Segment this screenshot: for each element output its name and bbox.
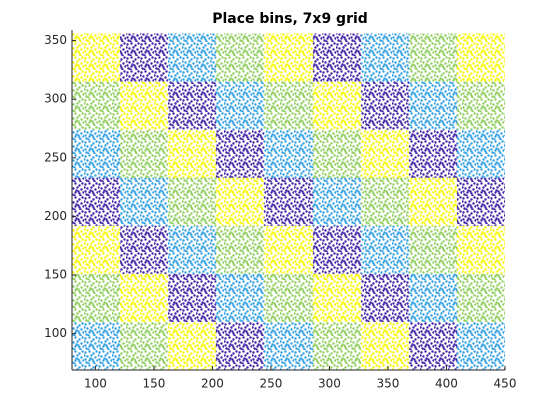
bin-cell: [263, 225, 314, 274]
bin-cell: [215, 321, 264, 370]
bin-cell: [215, 177, 264, 226]
bin-cell: [361, 129, 410, 178]
bin-cell: [457, 273, 505, 322]
bin-cell: [457, 81, 505, 130]
bin-cell: [72, 273, 120, 322]
bin-cell: [167, 177, 216, 226]
bin-cell: [215, 225, 264, 274]
x-tick-label: 400: [435, 377, 458, 391]
bin-cell: [361, 225, 410, 274]
bin-cell: [167, 321, 216, 370]
bin-cell: [361, 177, 410, 226]
bin-cell: [167, 273, 216, 322]
bin-cell: [313, 81, 362, 130]
bin-cell: [72, 225, 120, 274]
chart-title: Place bins, 7x9 grid: [212, 11, 368, 27]
bin-cell: [167, 129, 216, 178]
bin-cell: [215, 129, 264, 178]
bin-cell: [457, 321, 505, 370]
bin-cell: [72, 321, 120, 370]
bin-cell: [72, 129, 120, 178]
y-tick-label: 250: [44, 150, 67, 164]
bin-cell: [313, 129, 362, 178]
bin-cell: [457, 129, 505, 178]
bin-cell: [361, 321, 410, 370]
y-tick-label: 300: [44, 92, 67, 106]
y-tick-label: 100: [44, 326, 67, 340]
bin-cell: [119, 81, 168, 130]
x-tick-label: 100: [84, 377, 107, 391]
bin-cell: [313, 177, 362, 226]
bin-cell: [263, 81, 314, 130]
bin-cell: [457, 177, 505, 226]
bin-cell: [119, 129, 168, 178]
bin-cell: [409, 225, 458, 274]
bin-cell: [409, 273, 458, 322]
bin-cell: [313, 321, 362, 370]
bin-cell: [263, 33, 314, 82]
bin-cell: [72, 177, 120, 226]
bin-cell: [313, 225, 362, 274]
bin-cell: [263, 129, 314, 178]
bin-cell: [361, 81, 410, 130]
bin-cell: [263, 177, 314, 226]
bin-cell: [457, 225, 505, 274]
bin-cell: [409, 177, 458, 226]
x-tick-label: 300: [318, 377, 341, 391]
bin-cell: [361, 273, 410, 322]
bin-cell: [457, 33, 505, 82]
bin-cell: [409, 129, 458, 178]
x-tick-label: 250: [259, 377, 282, 391]
bin-cell: [119, 273, 168, 322]
bin-cell: [215, 81, 264, 130]
bin-cell: [409, 321, 458, 370]
y-tick-label: 350: [44, 33, 67, 47]
y-tick-label: 200: [44, 209, 67, 223]
x-tick-label: 350: [377, 377, 400, 391]
bin-cell: [119, 177, 168, 226]
bin-cell: [72, 33, 120, 82]
bin-cell: [167, 33, 216, 82]
bin-cell: [409, 33, 458, 82]
bin-cell: [215, 273, 264, 322]
x-tick-label: 150: [142, 377, 165, 391]
bin-cell: [119, 225, 168, 274]
bin-cell: [361, 33, 410, 82]
bin-cell: [313, 273, 362, 322]
bin-cell: [167, 225, 216, 274]
y-tick-label: 150: [44, 268, 67, 282]
bin-cell: [263, 321, 314, 370]
bin-cell: [409, 81, 458, 130]
bin-cell: [313, 33, 362, 82]
bin-cell: [72, 81, 120, 130]
x-tick-label: 450: [494, 377, 517, 391]
bin-cell: [167, 81, 216, 130]
bin-cell: [263, 273, 314, 322]
x-tick-label: 200: [201, 377, 224, 391]
bin-cell: [119, 33, 168, 82]
bin-cell: [119, 321, 168, 370]
bin-cell: [215, 33, 264, 82]
